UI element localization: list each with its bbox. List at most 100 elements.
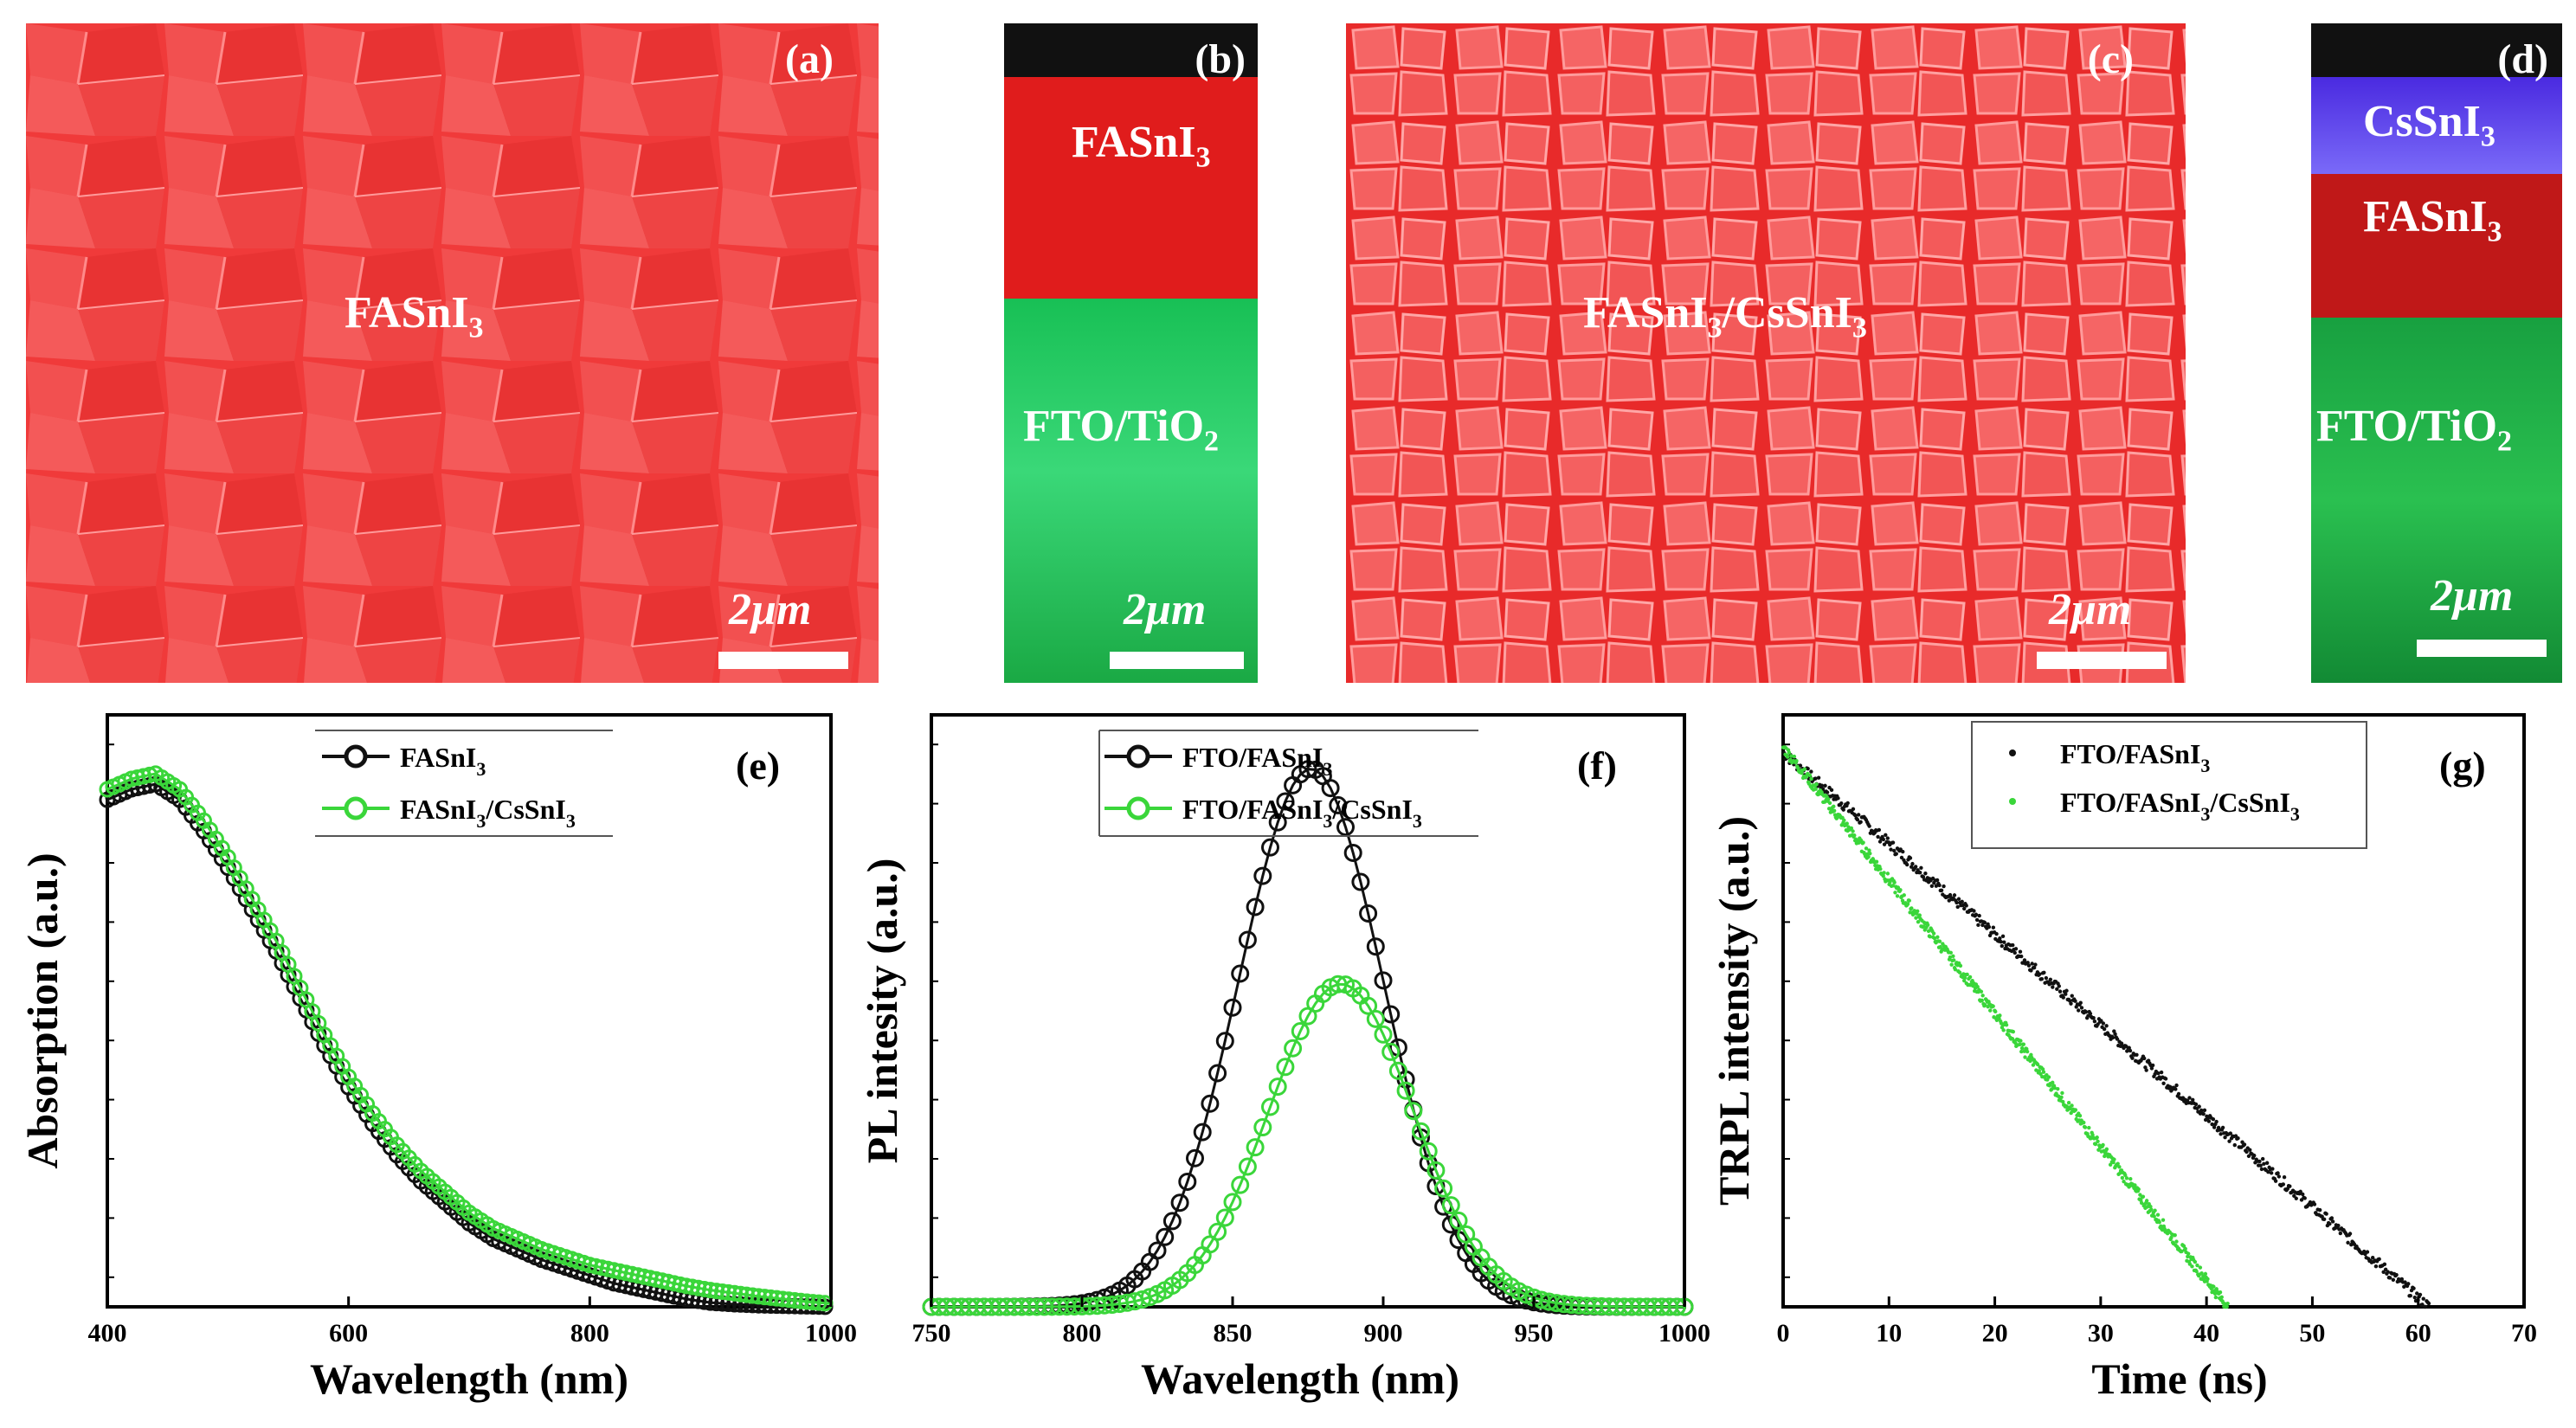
- panel-tag-f: (f): [1577, 743, 1617, 788]
- g-series-1-point: [1861, 840, 1865, 845]
- g-series-1-point: [2123, 1173, 2128, 1178]
- g-series-0-point: [2141, 1056, 2147, 1061]
- g-series-0-point: [2078, 1000, 2083, 1005]
- g-series-0-point: [1934, 884, 1939, 888]
- g-series-0-point: [1998, 936, 2002, 941]
- g-series-1-point: [2120, 1175, 2125, 1180]
- f-series-0-point: [1253, 866, 1272, 885]
- f-xtick-label-0: 750: [912, 1319, 951, 1348]
- g-series-0-point: [2091, 1015, 2096, 1020]
- chart-g: 0 10 20 30 40 50 60 70 (g) Time (ns) TRPL inten…: [1714, 713, 2537, 1403]
- g-series-1-point: [1902, 893, 1906, 897]
- g-series-1-point: [2152, 1214, 2156, 1219]
- g-series-1-point: [1953, 968, 1958, 972]
- g-xtick-label-0: 0: [1777, 1319, 1790, 1348]
- f-series-0-point: [1261, 838, 1279, 857]
- f-series-1-point: [1441, 1196, 1460, 1215]
- g-series-0-point: [2096, 1022, 2100, 1026]
- g-series-0-point: [2412, 1296, 2417, 1300]
- g-series-1-point: [2203, 1271, 2208, 1277]
- f-series-0-point: [1215, 1032, 1234, 1051]
- g-series-0-point: [1853, 814, 1858, 818]
- f-series-1-point: [1366, 1009, 1385, 1028]
- legend-g-marker-1: [2009, 798, 2016, 805]
- f-series-0-point: [1321, 779, 1340, 798]
- g-series-1-point: [2096, 1139, 2100, 1144]
- g-series-1-point: [2193, 1259, 2198, 1264]
- g-series-0-point: [2394, 1272, 2399, 1277]
- g-series-0-point: [2276, 1171, 2280, 1175]
- g-series-1-point: [2066, 1101, 2071, 1105]
- g-series-1-point: [2011, 1029, 2016, 1034]
- f-series-1-point: [1223, 1193, 1242, 1212]
- g-series-1-point: [2186, 1254, 2190, 1259]
- g-series-0-point: [1819, 783, 1825, 788]
- g-series-1-point: [2034, 1068, 2038, 1072]
- series-group-f: [922, 760, 1694, 1316]
- e-series-1-point: [702, 1282, 719, 1299]
- g-xtick-label-4: 40: [2193, 1319, 2219, 1348]
- g-series-1-point: [1795, 766, 1800, 770]
- e-xtick-label-3: 1000: [805, 1319, 857, 1348]
- g-series-0-point: [2228, 1131, 2233, 1135]
- scale-bar-b: [1110, 652, 1244, 669]
- g-series-0-point: [1955, 904, 1960, 910]
- g-series-0-point: [2033, 962, 2038, 967]
- g-series-0-point: [1851, 807, 1856, 812]
- g-series-1-point: [1935, 935, 1940, 939]
- g-series-0-point: [2058, 989, 2063, 994]
- g-series-0-point: [2426, 1301, 2431, 1306]
- g-series-0-point: [1991, 925, 1996, 929]
- g-series-1-point: [1898, 888, 1903, 892]
- g-series-1-point: [1980, 998, 1984, 1003]
- panel-tag-b: (b): [1195, 36, 1246, 82]
- g-series-0-point: [2365, 1250, 2370, 1254]
- panel-tag-c: (c): [2087, 36, 2134, 82]
- g-series-1-point: [2051, 1080, 2055, 1085]
- g-series-1-point: [1802, 767, 1807, 771]
- e-series-1-point: [696, 1280, 713, 1297]
- f-xtick-label-3: 900: [1364, 1319, 1403, 1348]
- e-series-1-point: [750, 1288, 767, 1305]
- f-series-0-point: [1201, 1094, 1220, 1113]
- g-series-0-point: [1894, 852, 1898, 856]
- fto-layer-d: [2311, 318, 2562, 683]
- g-series-1-point: [2103, 1154, 2107, 1159]
- g-series-0-point: [2128, 1048, 2133, 1053]
- f-series-1-point: [1253, 1118, 1272, 1137]
- g-series-0-point: [1823, 783, 1827, 788]
- g-series-0-point: [1972, 909, 1976, 913]
- g-series-1-point: [2104, 1147, 2109, 1152]
- g-series-0-point: [2259, 1167, 2264, 1172]
- scale-label-d: 2μm: [2431, 571, 2514, 621]
- g-series-0-point: [2064, 988, 2069, 993]
- e-series-1-point: [798, 1293, 815, 1310]
- g-series-0-point: [2214, 1119, 2219, 1124]
- g-series-0-point: [2232, 1142, 2237, 1148]
- sem-panel-b: (b) FASnI3 FTO/TiO2 2μm: [1004, 23, 1258, 683]
- g-series-0-point: [1885, 836, 1890, 840]
- g-series-0-point: [2025, 961, 2030, 965]
- g-series-0-point: [2187, 1096, 2192, 1100]
- g-series-1-point: [1962, 975, 1967, 981]
- legend-g-marker-0: [2009, 749, 2016, 756]
- f-series-1-point: [1374, 1025, 1393, 1044]
- g-series-0-point: [1806, 766, 1810, 771]
- g-series-0-point: [1956, 897, 1961, 901]
- f-series-line-0: [931, 768, 1685, 1309]
- g-series-0-point: [2011, 942, 2015, 948]
- g-series-1-point: [1807, 773, 1813, 778]
- e-series-1-point: [780, 1291, 797, 1309]
- panel-tag-a: (a): [785, 36, 834, 82]
- g-series-0-point: [2092, 1020, 2097, 1024]
- g-series-0-point: [1892, 848, 1897, 853]
- scale-label-b: 2μm: [1124, 585, 1207, 634]
- g-series-0-point: [2030, 962, 2034, 966]
- e-series-1-point: [720, 1283, 737, 1301]
- g-series-0-point: [2206, 1119, 2212, 1123]
- g-series-1-point: [1993, 1009, 1998, 1014]
- legend-f-marker-1: [1126, 796, 1150, 820]
- g-series-1-point: [2116, 1161, 2120, 1166]
- g-series-1-point: [2001, 1028, 2006, 1032]
- g-series-1-point: [2035, 1062, 2040, 1067]
